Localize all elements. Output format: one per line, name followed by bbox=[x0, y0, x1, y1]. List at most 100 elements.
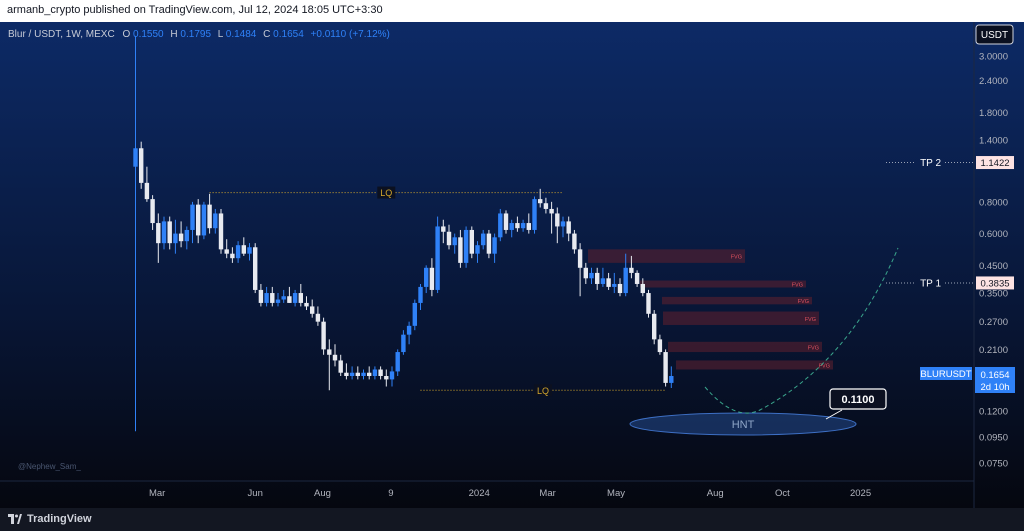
price-axis[interactable]: 3.0000 2.4000 1.8000 1.4000 0.8000 0.6000 0.45… bbox=[979, 52, 1008, 470]
publisher-text: armanb_crypto published on TradingView.c… bbox=[7, 4, 383, 16]
price-tick-label: 1.8000 bbox=[979, 108, 1008, 119]
fvg-zone[interactable] bbox=[640, 280, 806, 288]
candle bbox=[384, 369, 389, 387]
candle bbox=[401, 330, 406, 355]
candle-body bbox=[190, 204, 195, 230]
candle-body bbox=[429, 267, 435, 290]
price-tick-label: 0.2100 bbox=[979, 345, 1008, 356]
fvg-label: FVG bbox=[792, 283, 803, 289]
fvg-zone[interactable] bbox=[668, 341, 822, 353]
fvg-zone[interactable] bbox=[588, 249, 745, 263]
candle bbox=[424, 265, 429, 294]
hnt-target-zone[interactable] bbox=[629, 412, 857, 436]
time-tick-label: Aug bbox=[707, 488, 724, 499]
close-label: C bbox=[263, 29, 270, 40]
candle-body bbox=[515, 223, 520, 229]
candle bbox=[652, 310, 657, 345]
candle-body bbox=[549, 208, 554, 214]
candle bbox=[304, 296, 309, 311]
author-watermark: @Nephew_Sam_ bbox=[18, 462, 81, 471]
candle bbox=[144, 166, 150, 202]
candle-body bbox=[617, 283, 623, 294]
candle bbox=[446, 224, 452, 250]
candle-body bbox=[435, 226, 440, 290]
candle-body bbox=[657, 339, 663, 353]
candle bbox=[355, 366, 360, 380]
lq-label-bg bbox=[534, 384, 553, 397]
time-tick-label: 2025 bbox=[850, 488, 871, 499]
candle-body bbox=[344, 372, 349, 377]
candle bbox=[218, 208, 224, 254]
candle-body bbox=[173, 233, 178, 244]
candle-body bbox=[355, 372, 360, 377]
candle-body bbox=[652, 313, 657, 340]
candle bbox=[190, 201, 195, 244]
candle-body bbox=[572, 233, 577, 250]
price-tick-label: 3.0000 bbox=[979, 52, 1008, 63]
price-tick-label: 0.4500 bbox=[979, 261, 1008, 272]
lq-label: LQ bbox=[380, 188, 392, 198]
candle bbox=[270, 286, 275, 307]
projected-path bbox=[704, 247, 899, 414]
candle bbox=[538, 188, 543, 208]
fvg-zone[interactable] bbox=[662, 296, 812, 305]
candle bbox=[566, 216, 571, 242]
candle bbox=[275, 293, 281, 307]
candle-body bbox=[663, 352, 668, 383]
candle-body bbox=[361, 372, 366, 377]
time-axis[interactable]: Mar Jun Aug 9 2024 Mar May Aug Oct 2025 bbox=[149, 488, 871, 499]
price-tick-label: 0.2700 bbox=[979, 317, 1008, 328]
candle-body bbox=[469, 229, 474, 254]
candle-body bbox=[292, 293, 298, 303]
candle-body bbox=[520, 223, 526, 229]
candle bbox=[520, 219, 526, 232]
candle bbox=[646, 289, 651, 318]
candle bbox=[429, 258, 435, 297]
candle-body bbox=[560, 221, 566, 227]
candle bbox=[178, 221, 184, 248]
candle bbox=[435, 216, 440, 294]
candle bbox=[469, 226, 474, 259]
candle-body bbox=[623, 267, 628, 294]
candle-body bbox=[492, 237, 497, 254]
target-price: 1.1422 bbox=[980, 158, 1009, 169]
candle bbox=[281, 289, 286, 303]
price-tick-label: 0.0750 bbox=[979, 459, 1008, 470]
time-tick-label: Oct bbox=[775, 488, 790, 499]
candle-body bbox=[583, 267, 588, 279]
time-tick-label: Jun bbox=[248, 488, 263, 499]
candle-body bbox=[509, 223, 514, 230]
fvg-label: FVG bbox=[805, 317, 816, 323]
candle bbox=[327, 339, 332, 391]
candle bbox=[196, 199, 201, 244]
candle-body bbox=[372, 369, 378, 377]
candle-body bbox=[235, 245, 241, 259]
last-price-value: 0.1654 bbox=[980, 370, 1009, 381]
candle-body bbox=[258, 289, 264, 303]
candle-body bbox=[139, 148, 144, 183]
candle-body bbox=[486, 233, 492, 254]
candle-body bbox=[424, 267, 429, 287]
target-price: 0.3835 bbox=[980, 278, 1009, 289]
price-tick-label: 2.4000 bbox=[979, 76, 1008, 87]
candle bbox=[361, 369, 366, 380]
currency-button[interactable]: USDT bbox=[975, 24, 1014, 45]
candle bbox=[492, 233, 497, 263]
tradingview-logo-icon bbox=[8, 514, 22, 524]
candle-body bbox=[264, 293, 269, 303]
price-callout[interactable]: 0.1100 bbox=[825, 388, 887, 420]
fvg-zone[interactable] bbox=[663, 311, 819, 325]
fvg-zone[interactable] bbox=[676, 360, 833, 370]
candle-body bbox=[321, 321, 326, 350]
candle-body bbox=[201, 204, 207, 236]
candle bbox=[418, 283, 423, 311]
candle-body bbox=[418, 286, 423, 303]
candle bbox=[287, 286, 292, 303]
last-price-box bbox=[975, 367, 1015, 393]
candle bbox=[247, 243, 252, 261]
target-zone-layer: HNT bbox=[629, 412, 857, 436]
candle bbox=[481, 229, 486, 250]
candle bbox=[663, 349, 668, 387]
